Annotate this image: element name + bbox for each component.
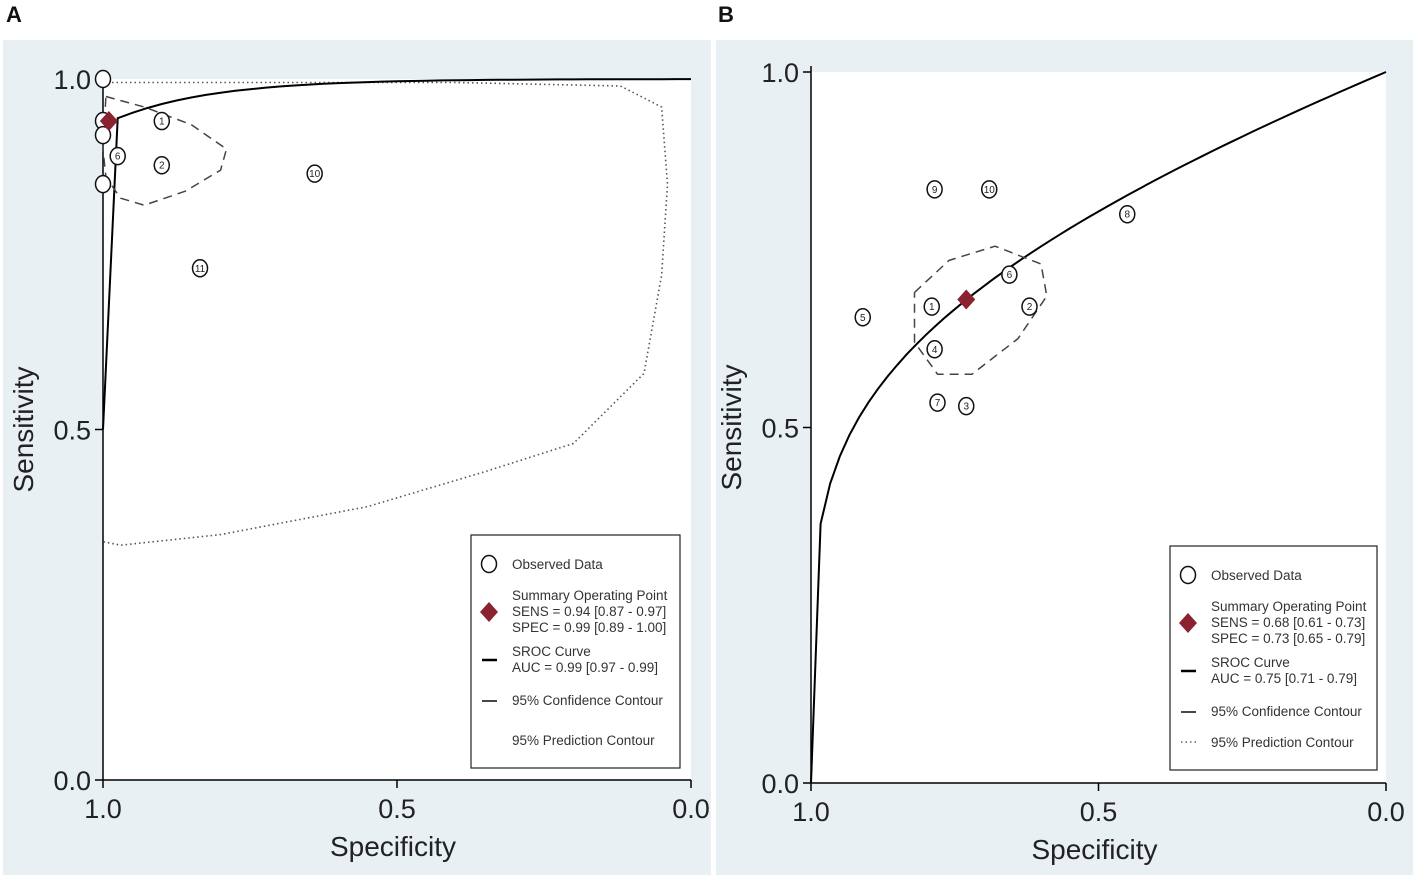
legend-sroc-line: SROC Curve (512, 644, 591, 659)
y-tick-label: 0.0 (761, 769, 799, 799)
observed-point (94, 174, 112, 194)
summary-operating-point (99, 111, 118, 132)
x-tick-label: 1.0 (84, 794, 122, 824)
observed-point (153, 111, 171, 131)
legend-summary-line: SENS = 0.68 [0.61 - 0.73] (1211, 615, 1365, 630)
observed-point (981, 180, 998, 199)
legend-summary-line: SPEC = 0.99 [0.89 - 1.00] (512, 620, 666, 635)
sroc-curve (810, 71, 1387, 784)
observed-point (926, 180, 943, 199)
observed-point (854, 308, 871, 327)
legend-confidence-label: 95% Confidence Contour (512, 693, 663, 708)
observed-point (153, 155, 171, 175)
legend-sroc-line: AUC = 0.99 [0.97 - 0.99] (512, 660, 658, 675)
observed-point (923, 297, 940, 316)
y-tick-label: 0.5 (53, 416, 91, 446)
confidence-contour (913, 245, 1048, 375)
x-tick-label: 0.5 (1080, 797, 1118, 827)
observed-point (191, 259, 209, 278)
observed-point-label: 6 (115, 152, 121, 163)
y-tick-label: 1.0 (53, 65, 91, 95)
legend: Observed Data Summary Operating PointSENS… (470, 534, 681, 769)
panel-a-chart: 0.0 0.5 1.0 1.0 0.5 0.0 Specificity Sensitivity… (8, 65, 710, 862)
confidence-contour (102, 95, 228, 206)
y-axis-title: Sensitivity (716, 364, 747, 490)
legend-observed-label: Observed Data (512, 557, 603, 572)
legend-summary-line: Summary Operating Point (1211, 599, 1367, 614)
legend: Observed Data Summary Operating PointSENS… (1169, 545, 1378, 771)
observed-point-label: 2 (1027, 302, 1033, 313)
summary-operating-point (957, 289, 976, 310)
observed-point-label: 4 (932, 345, 938, 356)
sroc-curve (102, 78, 691, 430)
observed-point (109, 146, 126, 166)
observed-point (306, 164, 323, 183)
observed-point-label: 7 (935, 398, 941, 409)
legend-observed-symbol (480, 554, 498, 574)
observed-point (1001, 265, 1018, 284)
observed-point-label: 1 (159, 117, 165, 128)
legend-box (470, 534, 681, 769)
observed-point (94, 69, 112, 89)
observed-point (929, 393, 946, 412)
panel-label-a: A (6, 2, 22, 27)
y-tick-label: 0.0 (53, 766, 91, 796)
observed-point-label: 2 (159, 161, 165, 172)
panel-b-chart: 0.0 0.5 1.0 1.0 0.5 0.0 Specificity Sensitivity… (716, 58, 1405, 865)
observed-point (1021, 297, 1038, 316)
legend-summary-symbol (480, 602, 498, 622)
x-tick-label: 0.0 (672, 794, 710, 824)
x-tick-label: 0.5 (378, 794, 416, 824)
observed-point-label: 10 (309, 169, 321, 180)
legend-summary-line: SENS = 0.94 [0.87 - 0.97] (512, 604, 666, 619)
legend-prediction-label: 95% Prediction Contour (1211, 735, 1354, 750)
legend-summary-symbol (1179, 613, 1197, 633)
observed-point (1119, 204, 1136, 224)
legend-summary-line: SPEC = 0.73 [0.65 - 0.79] (1211, 631, 1365, 646)
observed-point-label: 10 (984, 185, 996, 196)
legend-summary-line: Summary Operating Point (512, 588, 668, 603)
observed-point-label: 1 (929, 302, 935, 313)
observed-point-label: 6 (1007, 270, 1013, 281)
x-tick-label: 0.0 (1367, 797, 1405, 827)
observed-point-label: 11 (195, 264, 206, 275)
legend-prediction-label: 95% Prediction Contour (512, 733, 655, 748)
y-axis-title: Sensitivity (8, 366, 39, 492)
legend-observed-symbol (1179, 565, 1197, 585)
observed-point (94, 125, 112, 145)
y-tick-label: 1.0 (761, 58, 799, 88)
observed-point-label: 3 (963, 402, 969, 413)
y-tick-label: 0.5 (761, 414, 799, 444)
observed-point-label: 5 (860, 313, 866, 324)
x-axis-title: Specificity (1031, 834, 1157, 865)
panel-label-b: B (718, 2, 734, 27)
observed-point (958, 396, 975, 416)
x-tick-label: 1.0 (792, 797, 830, 827)
observed-point-label: 9 (932, 185, 938, 196)
observed-point-label: 8 (1124, 210, 1130, 221)
prediction-contour (102, 81, 669, 547)
observed-point (926, 340, 943, 359)
x-axis-title: Specificity (330, 831, 456, 862)
legend-confidence-label: 95% Confidence Contour (1211, 704, 1362, 719)
legend-sroc-line: AUC = 0.75 [0.71 - 0.79] (1211, 671, 1357, 686)
legend-sroc-line: SROC Curve (1211, 655, 1290, 670)
legend-box (1169, 545, 1378, 771)
legend-observed-label: Observed Data (1211, 568, 1302, 583)
